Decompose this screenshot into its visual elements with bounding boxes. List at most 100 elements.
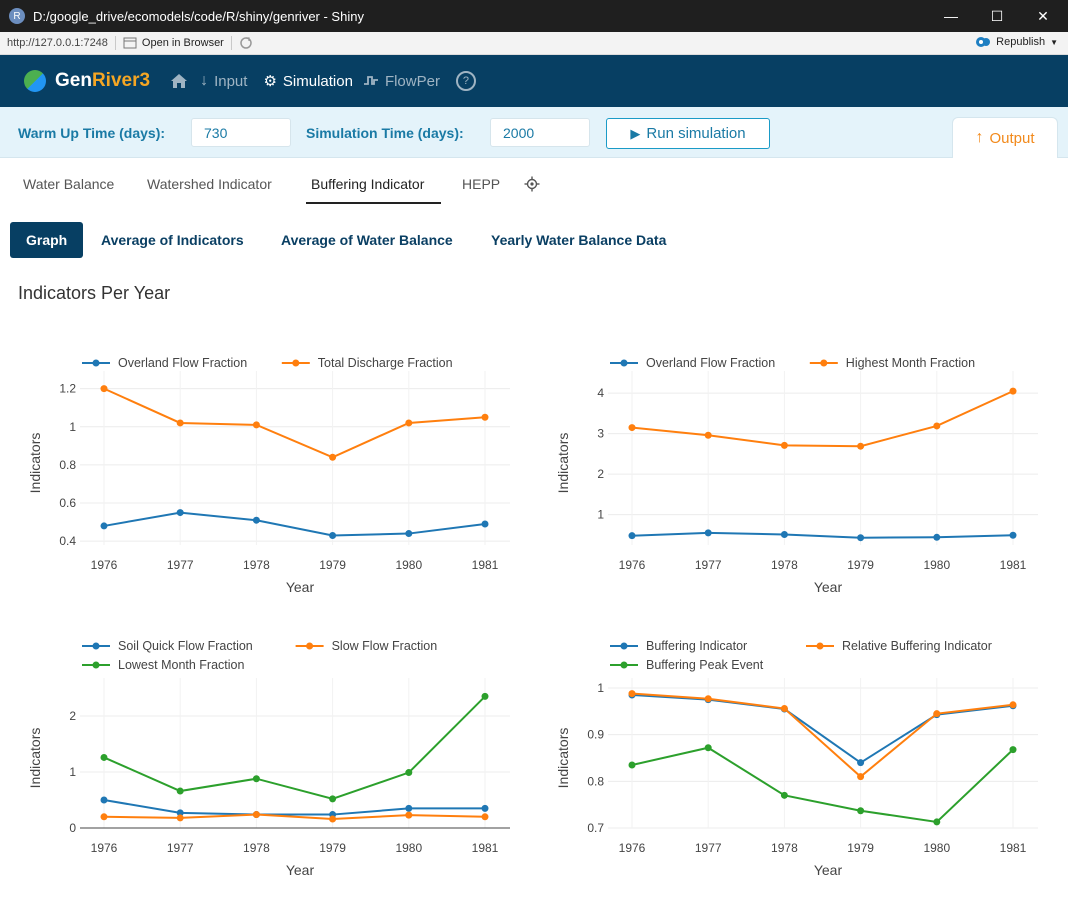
legend-item[interactable]: Buffering Peak Event bbox=[610, 658, 764, 672]
minimize-icon[interactable]: — bbox=[944, 8, 958, 24]
data-point[interactable] bbox=[481, 813, 489, 821]
maximize-icon[interactable]: ☐ bbox=[990, 7, 1004, 24]
data-point[interactable] bbox=[176, 809, 184, 817]
republish-button[interactable]: Republish ▼ bbox=[975, 36, 1058, 48]
data-point[interactable] bbox=[100, 796, 108, 804]
subtab-average-water-balance[interactable]: Average of Water Balance bbox=[281, 232, 453, 248]
data-point[interactable] bbox=[933, 533, 941, 541]
viewer-url[interactable]: http://127.0.0.1:7248 bbox=[7, 37, 108, 49]
data-point[interactable] bbox=[857, 759, 865, 767]
data-point[interactable] bbox=[1009, 701, 1017, 709]
data-point[interactable] bbox=[100, 385, 108, 393]
data-point[interactable] bbox=[1009, 387, 1017, 395]
legend-item[interactable]: Soil Quick Flow Fraction bbox=[82, 639, 253, 653]
legend-item[interactable]: Slow Flow Fraction bbox=[295, 639, 438, 653]
nav-simulation[interactable]: ⚙ Simulation bbox=[263, 72, 353, 91]
tab-buffering-indicator[interactable]: Buffering Indicator bbox=[311, 176, 425, 192]
data-point[interactable] bbox=[176, 814, 184, 822]
nav-input[interactable]: ↓ Input bbox=[200, 72, 247, 90]
series-line bbox=[103, 813, 486, 821]
data-point[interactable] bbox=[481, 692, 489, 700]
nav-home[interactable] bbox=[170, 73, 188, 89]
output-tab[interactable]: ↑ Output bbox=[952, 117, 1058, 158]
settings-bar: Warm Up Time (days): 730 Simulation Time… bbox=[0, 107, 1068, 158]
refresh-icon[interactable] bbox=[239, 36, 253, 50]
tab-water-balance[interactable]: Water Balance bbox=[23, 176, 115, 192]
brand-title[interactable]: GenRiver3 bbox=[55, 70, 150, 92]
data-point[interactable] bbox=[780, 530, 788, 538]
data-point[interactable] bbox=[405, 811, 413, 819]
legend-item[interactable]: Overland Flow Fraction bbox=[82, 356, 247, 370]
tab-watershed-indicator[interactable]: Watershed Indicator bbox=[147, 176, 272, 192]
data-point[interactable] bbox=[176, 787, 184, 795]
data-point[interactable] bbox=[628, 532, 636, 540]
data-point[interactable] bbox=[780, 705, 788, 713]
data-point[interactable] bbox=[780, 441, 788, 449]
data-point[interactable] bbox=[857, 807, 865, 815]
nav-flowper[interactable]: FlowPer bbox=[363, 73, 440, 90]
y-axis-title: Indicators bbox=[27, 433, 43, 494]
legend-item[interactable]: Lowest Month Fraction bbox=[82, 658, 244, 672]
legend-item[interactable]: Total Discharge Fraction bbox=[281, 356, 453, 370]
legend-label: Soil Quick Flow Fraction bbox=[118, 639, 253, 653]
data-point[interactable] bbox=[780, 791, 788, 799]
crosshair-icon[interactable] bbox=[524, 176, 540, 192]
data-point[interactable] bbox=[405, 530, 413, 538]
data-point[interactable] bbox=[329, 795, 337, 803]
legend-item[interactable]: Overland Flow Fraction bbox=[610, 356, 775, 370]
close-icon[interactable]: ✕ bbox=[1037, 7, 1049, 24]
open-in-browser-button[interactable]: Open in Browser bbox=[123, 37, 224, 49]
warmup-input[interactable]: 730 bbox=[191, 118, 291, 147]
data-point[interactable] bbox=[252, 421, 260, 429]
data-point[interactable] bbox=[1009, 531, 1017, 539]
data-point[interactable] bbox=[933, 710, 941, 718]
data-point[interactable] bbox=[252, 516, 260, 524]
legend-label: Buffering Peak Event bbox=[646, 658, 764, 672]
data-point[interactable] bbox=[329, 453, 337, 461]
data-point[interactable] bbox=[857, 773, 865, 781]
data-point[interactable] bbox=[100, 522, 108, 530]
subtab-graph[interactable]: Graph bbox=[10, 222, 84, 258]
x-tick-label: 1980 bbox=[395, 558, 422, 572]
data-point[interactable] bbox=[329, 531, 337, 539]
run-simulation-button[interactable]: ▶ Run simulation bbox=[606, 118, 770, 149]
legend-item[interactable]: Buffering Indicator bbox=[610, 639, 747, 653]
x-tick-label: 1977 bbox=[695, 841, 722, 855]
data-point[interactable] bbox=[1009, 746, 1017, 754]
help-icon[interactable]: ? bbox=[455, 71, 476, 91]
legend-swatch-point bbox=[816, 642, 824, 650]
data-point[interactable] bbox=[100, 753, 108, 761]
data-point[interactable] bbox=[704, 744, 712, 752]
data-point[interactable] bbox=[481, 413, 489, 421]
data-point[interactable] bbox=[100, 813, 108, 821]
data-point[interactable] bbox=[176, 509, 184, 517]
data-point[interactable] bbox=[857, 442, 865, 450]
legend-item[interactable]: Highest Month Fraction bbox=[809, 356, 975, 370]
data-point[interactable] bbox=[704, 529, 712, 537]
data-point[interactable] bbox=[704, 431, 712, 439]
data-point[interactable] bbox=[329, 815, 337, 823]
simtime-input[interactable]: 2000 bbox=[490, 118, 590, 147]
data-point[interactable] bbox=[857, 534, 865, 542]
data-point[interactable] bbox=[481, 804, 489, 812]
tab-hepp[interactable]: HEPP bbox=[462, 176, 501, 192]
legend-item[interactable]: Relative Buffering Indicator bbox=[806, 639, 992, 653]
data-point[interactable] bbox=[628, 424, 636, 432]
data-point[interactable] bbox=[252, 775, 260, 783]
toolbar-divider bbox=[114, 36, 116, 50]
data-point[interactable] bbox=[176, 419, 184, 427]
data-point[interactable] bbox=[481, 520, 489, 528]
arrow-down-icon: ↓ bbox=[200, 72, 209, 89]
y-axis-title: Indicators bbox=[555, 728, 571, 789]
data-point[interactable] bbox=[405, 419, 413, 427]
data-point[interactable] bbox=[933, 422, 941, 430]
subtab-average-indicators[interactable]: Average of Indicators bbox=[101, 232, 244, 248]
data-point[interactable] bbox=[405, 804, 413, 812]
data-point[interactable] bbox=[405, 769, 413, 777]
data-point[interactable] bbox=[704, 695, 712, 703]
data-point[interactable] bbox=[252, 811, 260, 819]
data-point[interactable] bbox=[933, 818, 941, 826]
data-point[interactable] bbox=[628, 761, 636, 769]
subtab-yearly-water-balance[interactable]: Yearly Water Balance Data bbox=[491, 232, 667, 248]
data-point[interactable] bbox=[628, 690, 636, 698]
